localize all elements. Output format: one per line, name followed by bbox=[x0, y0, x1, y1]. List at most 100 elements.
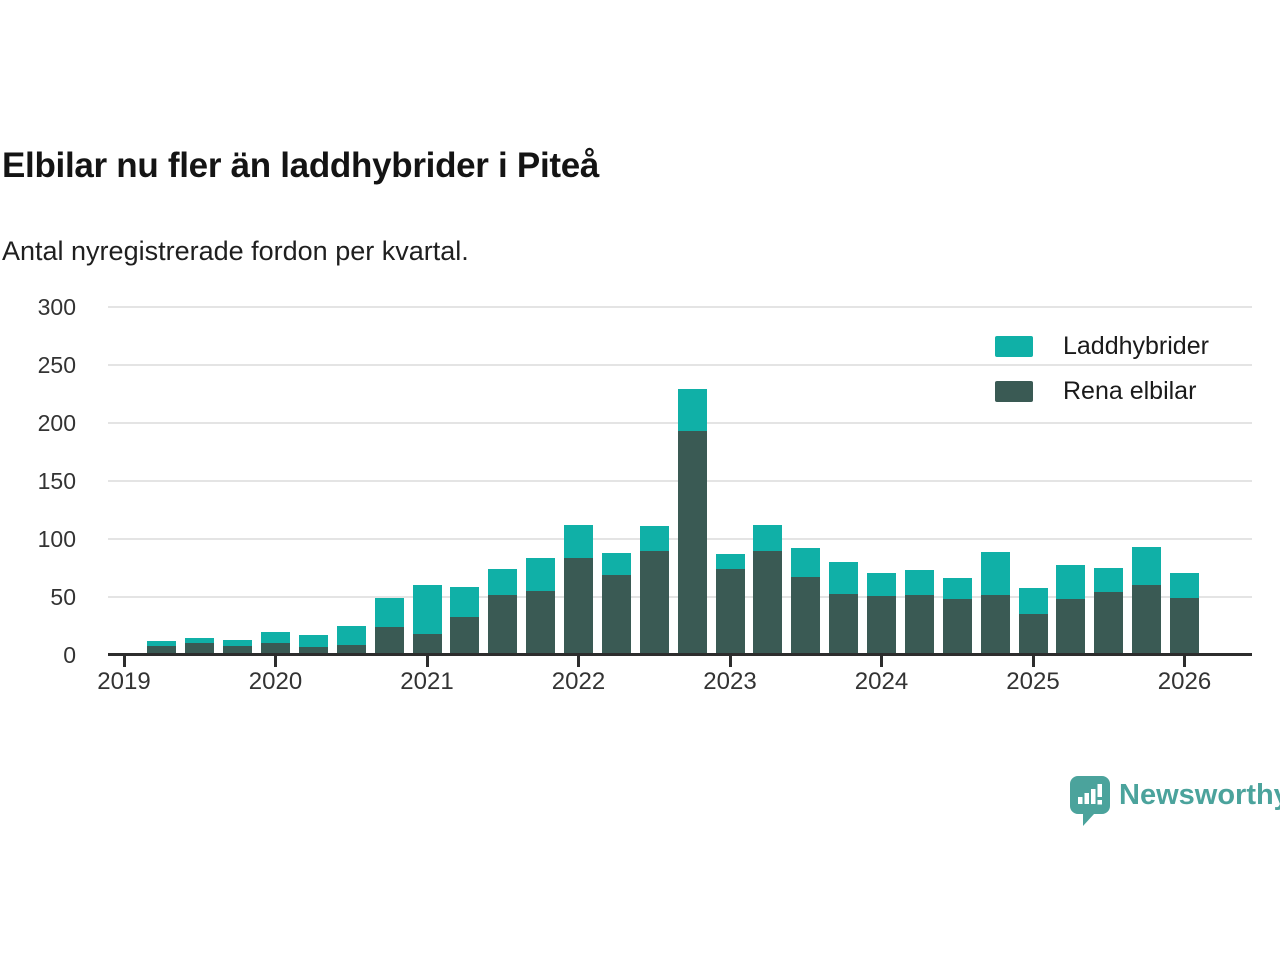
bar-segment-laddhybrider bbox=[829, 562, 858, 593]
bar-segment-laddhybrider bbox=[678, 389, 707, 431]
y-axis-tick-label: 150 bbox=[6, 468, 76, 495]
bar-segment-rena-elbilar bbox=[526, 591, 555, 655]
bar-segment-rena-elbilar bbox=[716, 569, 745, 655]
bar-segment-rena-elbilar bbox=[1019, 614, 1048, 655]
y-axis-tick-label: 0 bbox=[6, 642, 76, 669]
bar-segment-rena-elbilar bbox=[981, 595, 1010, 655]
bar-segment-laddhybrider bbox=[375, 598, 404, 627]
legend-swatch bbox=[995, 381, 1033, 402]
x-axis-tick-label: 2026 bbox=[1140, 668, 1230, 696]
bar-segment-rena-elbilar bbox=[1056, 599, 1085, 655]
x-tick bbox=[880, 656, 883, 667]
bar-segment-rena-elbilar bbox=[488, 595, 517, 655]
bar bbox=[526, 558, 555, 655]
x-axis-tick-label: 2020 bbox=[231, 668, 321, 696]
y-axis-tick-label: 200 bbox=[6, 410, 76, 437]
newsworthy-logo: Newsworthy bbox=[1070, 776, 1280, 826]
bar bbox=[716, 554, 745, 655]
bar bbox=[905, 570, 934, 655]
legend-label: Laddhybrider bbox=[1063, 332, 1209, 361]
bar-segment-rena-elbilar bbox=[678, 431, 707, 655]
bar bbox=[678, 389, 707, 655]
infographic: Elbilar nu fler än laddhybrider i Piteå … bbox=[0, 0, 1280, 960]
bar bbox=[829, 562, 858, 655]
bar bbox=[602, 553, 631, 655]
bar bbox=[261, 632, 290, 655]
legend: Laddhybrider Rena elbilar bbox=[995, 330, 1213, 420]
bar-segment-laddhybrider bbox=[640, 526, 669, 550]
bar bbox=[1019, 588, 1048, 655]
bar bbox=[1056, 565, 1085, 655]
x-tick bbox=[274, 656, 277, 667]
bar-segment-laddhybrider bbox=[943, 578, 972, 599]
bar bbox=[791, 548, 820, 655]
bar-segment-laddhybrider bbox=[261, 632, 290, 644]
y-axis-tick-label: 50 bbox=[6, 584, 76, 611]
bar-segment-rena-elbilar bbox=[1094, 592, 1123, 655]
bar-segment-laddhybrider bbox=[981, 552, 1010, 595]
bar-segment-laddhybrider bbox=[337, 626, 366, 645]
x-axis-line bbox=[108, 653, 1252, 656]
bar-segment-laddhybrider bbox=[1170, 573, 1199, 599]
bar-segment-rena-elbilar bbox=[905, 595, 934, 655]
logo-bubble-icon bbox=[1070, 776, 1110, 826]
bar-segment-rena-elbilar bbox=[564, 558, 593, 655]
bar-segment-rena-elbilar bbox=[1170, 598, 1199, 655]
bar-segment-laddhybrider bbox=[867, 573, 896, 596]
x-axis-tick-label: 2023 bbox=[685, 668, 775, 696]
bar-segment-laddhybrider bbox=[488, 569, 517, 595]
bar bbox=[943, 578, 972, 655]
x-axis-tick-label: 2025 bbox=[988, 668, 1078, 696]
bar bbox=[753, 525, 782, 655]
bar-segment-laddhybrider bbox=[1056, 565, 1085, 600]
bar-segment-laddhybrider bbox=[564, 525, 593, 557]
y-axis-tick-label: 300 bbox=[6, 294, 76, 321]
x-tick bbox=[123, 656, 126, 667]
bar bbox=[488, 569, 517, 655]
bar-segment-laddhybrider bbox=[450, 587, 479, 617]
bar-segment-rena-elbilar bbox=[829, 594, 858, 655]
gridline bbox=[108, 306, 1252, 308]
bar-segment-rena-elbilar bbox=[640, 551, 669, 655]
x-tick bbox=[729, 656, 732, 667]
y-axis-tick-label: 100 bbox=[6, 526, 76, 553]
x-axis-tick-label: 2019 bbox=[79, 668, 169, 696]
x-tick bbox=[1032, 656, 1035, 667]
bar bbox=[867, 573, 896, 655]
bar bbox=[981, 552, 1010, 655]
bar-segment-rena-elbilar bbox=[602, 575, 631, 655]
legend-item: Rena elbilar bbox=[995, 375, 1213, 408]
bar-segment-laddhybrider bbox=[1094, 568, 1123, 592]
bar-segment-rena-elbilar bbox=[943, 599, 972, 655]
bar-segment-laddhybrider bbox=[905, 570, 934, 594]
bar-segment-laddhybrider bbox=[602, 553, 631, 575]
bar-segment-laddhybrider bbox=[1132, 547, 1161, 585]
bar-segment-rena-elbilar bbox=[1132, 585, 1161, 655]
bar-segment-rena-elbilar bbox=[867, 596, 896, 655]
x-axis-tick-label: 2022 bbox=[534, 668, 624, 696]
bar-segment-rena-elbilar bbox=[413, 634, 442, 655]
x-tick bbox=[577, 656, 580, 667]
bar bbox=[1170, 573, 1199, 655]
y-axis-tick-label: 250 bbox=[6, 352, 76, 379]
logo-wordmark: Newsworthy bbox=[1119, 779, 1280, 812]
bar-segment-laddhybrider bbox=[716, 554, 745, 569]
bar bbox=[1132, 547, 1161, 655]
bar-segment-rena-elbilar bbox=[375, 627, 404, 655]
bar bbox=[564, 525, 593, 655]
bar bbox=[640, 526, 669, 655]
bar bbox=[1094, 568, 1123, 655]
bar-segment-rena-elbilar bbox=[753, 551, 782, 655]
bar-segment-laddhybrider bbox=[413, 585, 442, 634]
x-tick bbox=[1183, 656, 1186, 667]
x-tick bbox=[426, 656, 429, 667]
bar-segment-laddhybrider bbox=[791, 548, 820, 577]
bar-segment-laddhybrider bbox=[526, 558, 555, 592]
bar bbox=[375, 598, 404, 655]
x-axis-tick-label: 2024 bbox=[837, 668, 927, 696]
bar-segment-laddhybrider bbox=[299, 635, 328, 647]
bar-segment-laddhybrider bbox=[753, 525, 782, 551]
bar-segment-rena-elbilar bbox=[450, 617, 479, 655]
legend-swatch bbox=[995, 336, 1033, 357]
x-axis-tick-label: 2021 bbox=[382, 668, 472, 696]
